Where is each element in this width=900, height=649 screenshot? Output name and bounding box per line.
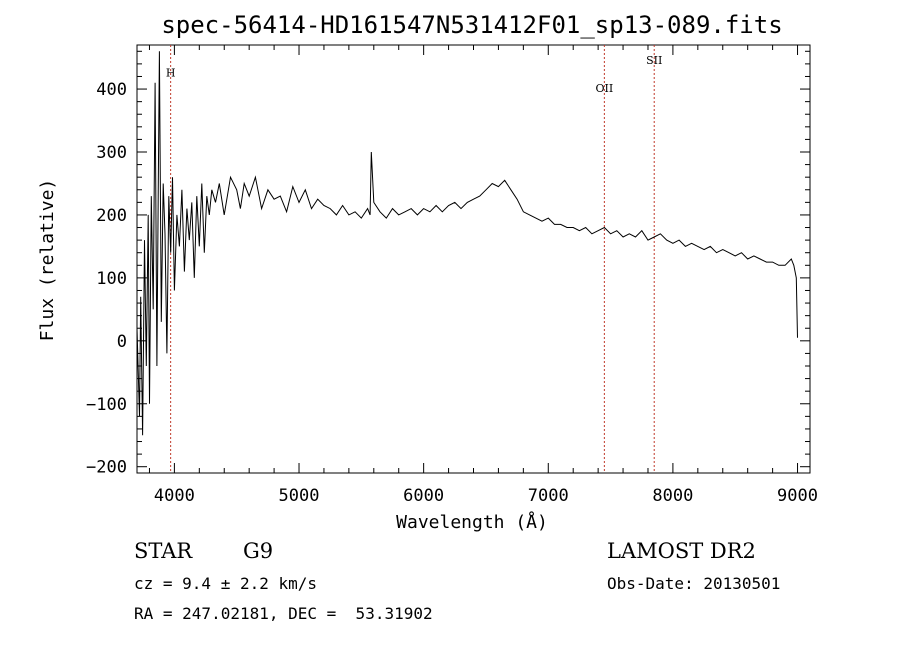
survey-name: LAMOST DR2 (607, 539, 756, 563)
x-tick-label: 7000 (528, 486, 569, 506)
coordinates: RA = 247.02181, DEC = 53.31902 (134, 604, 433, 623)
x-tick-label: 5000 (279, 486, 320, 506)
y-tick-label: 100 (96, 269, 127, 289)
y-tick-label: 0 (117, 332, 127, 352)
x-axis-label: Wavelength (Å) (396, 511, 548, 533)
x-tick-label: 9000 (777, 486, 818, 506)
emission-line-markers: H OII SII (166, 45, 662, 473)
object-class: STAR (134, 539, 193, 563)
spectrum-line (136, 51, 798, 436)
plot-frame (136, 44, 811, 474)
y-tick-label: 400 (96, 80, 127, 100)
obs-date: Obs-Date: 20130501 (607, 574, 781, 593)
redshift-cz: cz = 9.4 ± 2.2 km/s (134, 574, 318, 593)
y-axis-label: Flux (relative) (37, 179, 58, 342)
x-tick-label: 8000 (652, 486, 693, 506)
chart-title: spec-56414-HD161547N531412F01_sp13-089.f… (161, 11, 782, 39)
x-tick-label: 4000 (154, 486, 195, 506)
line-marker-label: OII (596, 82, 614, 95)
x-tick-label: 6000 (403, 486, 444, 506)
y-tick-label: −100 (86, 395, 127, 415)
y-tick-label: −200 (86, 458, 127, 478)
y-tick-label: 200 (96, 206, 127, 226)
y-tick-label: 300 (96, 143, 127, 163)
line-marker-label: SII (646, 54, 662, 67)
object-subclass: G9 (243, 539, 274, 563)
line-marker-label: H (166, 66, 176, 79)
axes: 4000 5000 6000 7000 8000 9000 −200 −100 0 100 200 3… (86, 45, 818, 506)
